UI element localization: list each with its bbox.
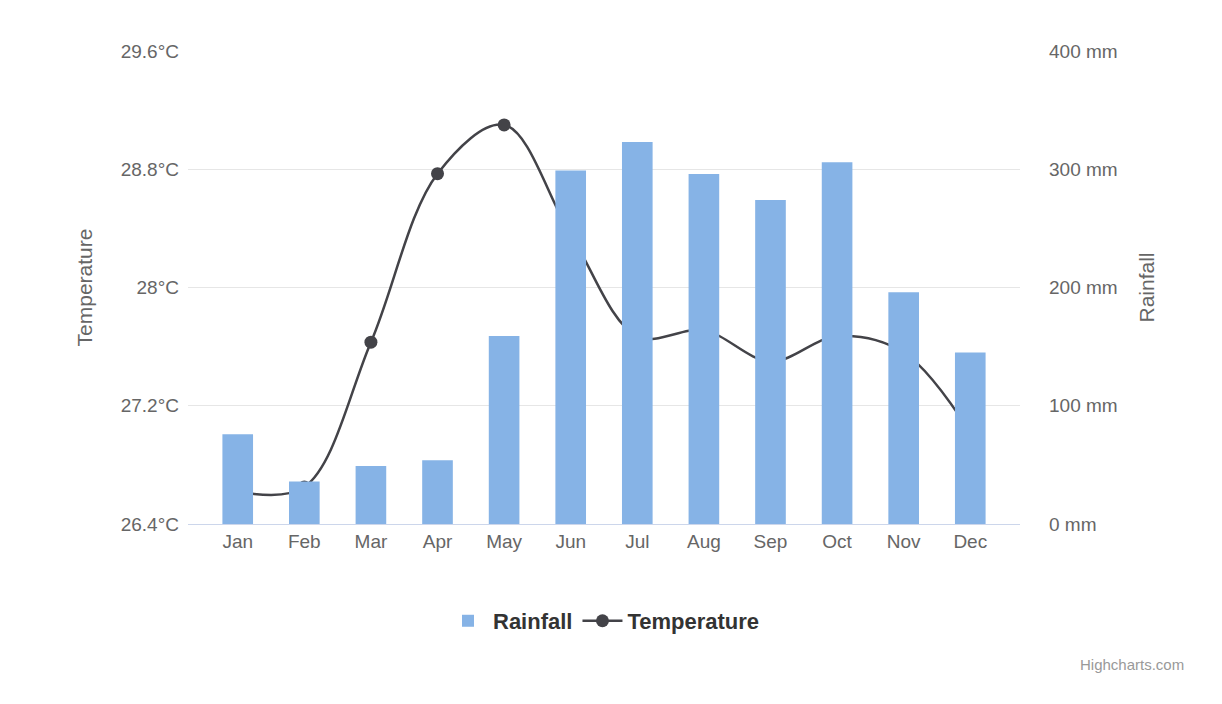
svg-text:May: May [486,531,522,552]
svg-text:300 mm: 300 mm [1049,159,1118,180]
svg-text:Highcharts.com: Highcharts.com [1080,656,1184,673]
svg-text:Rainfall: Rainfall [493,609,572,634]
svg-text:100 mm: 100 mm [1049,395,1118,416]
svg-text:Aug: Aug [687,531,721,552]
svg-text:28°C: 28°C [137,277,179,298]
svg-text:27.2°C: 27.2°C [121,395,179,416]
svg-text:Feb: Feb [288,531,321,552]
svg-text:Rainfall: Rainfall [1135,252,1158,322]
svg-text:400 mm: 400 mm [1049,41,1118,62]
svg-text:Apr: Apr [423,531,453,552]
svg-text:Jun: Jun [555,531,586,552]
svg-text:Temperature: Temperature [627,609,759,634]
svg-text:Jul: Jul [625,531,649,552]
svg-text:0 mm: 0 mm [1049,514,1097,535]
svg-text:Sep: Sep [754,531,788,552]
svg-text:Dec: Dec [953,531,987,552]
svg-text:29.6°C: 29.6°C [121,41,179,62]
svg-text:Temperature: Temperature [73,229,96,347]
svg-text:200 mm: 200 mm [1049,277,1118,298]
svg-text:Jan: Jan [222,531,253,552]
svg-text:28.8°C: 28.8°C [121,159,179,180]
svg-text:Mar: Mar [355,531,388,552]
svg-text:Nov: Nov [887,531,921,552]
svg-text:26.4°C: 26.4°C [121,514,179,535]
svg-text:Oct: Oct [822,531,852,552]
